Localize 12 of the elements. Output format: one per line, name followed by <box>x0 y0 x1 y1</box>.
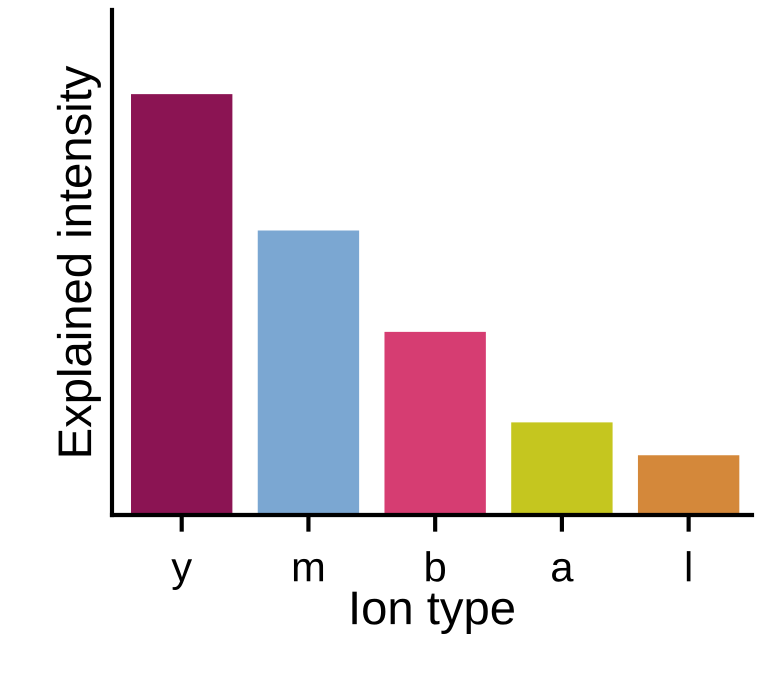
bar <box>638 455 740 515</box>
bar <box>131 94 232 515</box>
x-tick-label: a <box>552 558 574 582</box>
bar <box>511 422 613 515</box>
x-axis-title: Ion type <box>352 592 514 634</box>
x-tick-label: m <box>294 558 324 582</box>
y-axis-title: Explained intensity <box>56 66 101 456</box>
bar <box>258 230 360 515</box>
x-tick-label: l <box>686 551 690 582</box>
bar <box>384 332 486 515</box>
x-tick-label: y <box>171 559 192 590</box>
x-tick-label: b <box>426 551 446 582</box>
